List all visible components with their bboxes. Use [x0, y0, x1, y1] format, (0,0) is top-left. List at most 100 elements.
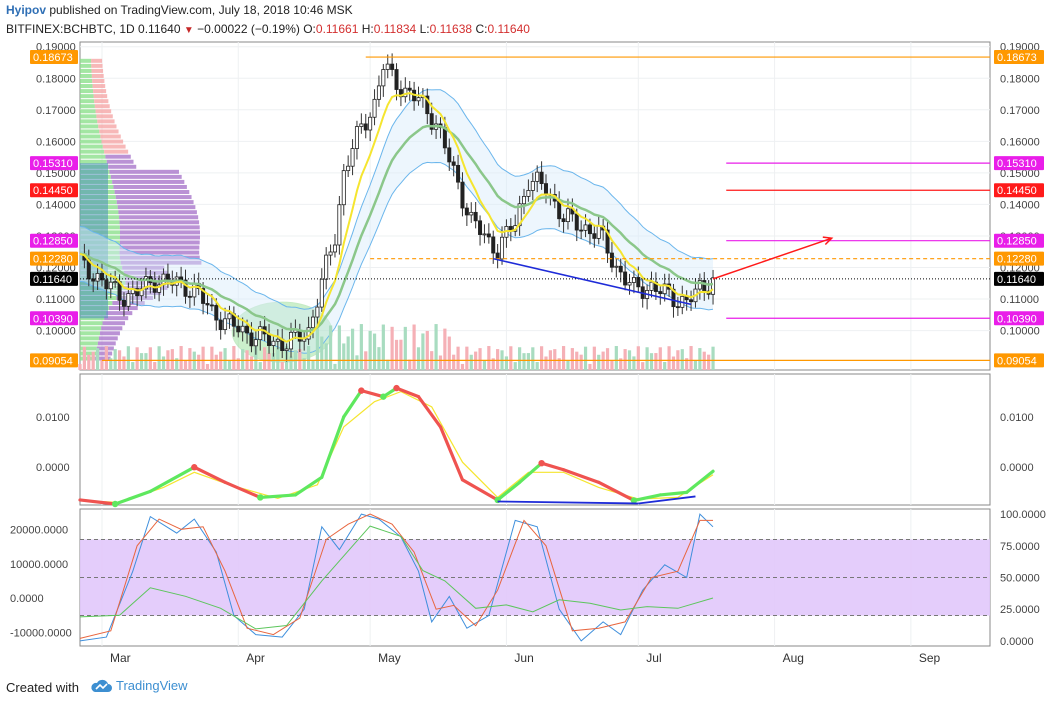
- volume-bar: [95, 109, 112, 114]
- price-label-text: 0.12280: [997, 254, 1037, 266]
- volume-bar: [241, 349, 245, 370]
- volume-bar: [663, 361, 667, 370]
- candle-down: [574, 213, 579, 231]
- price-label-text: 0.11640: [33, 274, 72, 286]
- low-label: L:: [419, 22, 430, 36]
- macd-segment: [416, 395, 443, 429]
- volume-bar: [119, 250, 200, 255]
- volume-bar: [333, 363, 337, 370]
- candle-up: [368, 116, 373, 131]
- chart-area[interactable]: Mar Apr May Jun Jul Aug Sep0.190000.190000.180…: [0, 40, 1057, 672]
- x-tick-label: Sep: [919, 651, 941, 665]
- candle-up: [500, 236, 505, 260]
- candle-up: [530, 180, 535, 191]
- macd-segment: [496, 480, 522, 502]
- candle-up: [596, 225, 601, 239]
- volume-bar: [390, 326, 394, 370]
- candle-down: [543, 183, 548, 195]
- y-tick-label: 0.11000: [1000, 294, 1039, 306]
- author-name[interactable]: Hyipov: [6, 3, 47, 17]
- footer: Created with TradingView: [0, 672, 1057, 704]
- candle-down: [394, 69, 399, 90]
- change-value: −0.00022 (−0.19%): [197, 22, 300, 36]
- volume-bar: [583, 346, 588, 370]
- candle-down: [249, 332, 254, 347]
- volume-bar: [122, 265, 165, 270]
- volume-bar: [438, 355, 443, 370]
- candle-down: [689, 299, 694, 303]
- candle-up: [354, 126, 359, 149]
- candle-down: [636, 277, 641, 288]
- candle-down: [407, 87, 412, 91]
- volume-bar: [99, 331, 120, 336]
- volume-bar: [276, 347, 280, 370]
- volume-bar: [100, 360, 104, 370]
- price-label-text: 0.14450: [997, 185, 1037, 197]
- y-tick-label: 0.14000: [1000, 199, 1040, 211]
- candle-up: [565, 208, 570, 223]
- volume-bar: [693, 360, 698, 370]
- candle-up: [649, 281, 654, 291]
- divergence-trend-line: [493, 257, 692, 306]
- candle-up: [192, 282, 197, 298]
- ema-fast-line: [79, 92, 714, 343]
- price-label-left: [30, 183, 78, 198]
- volume-bar: [91, 63, 103, 68]
- price-label-left: [30, 271, 78, 286]
- tradingview-link[interactable]: TradingView: [90, 678, 188, 693]
- candle-up: [108, 281, 113, 290]
- volume-bar: [119, 245, 200, 250]
- candle-up: [337, 204, 342, 246]
- candle-up: [346, 165, 351, 172]
- volume-bar: [460, 363, 465, 370]
- ema-slow-line: [79, 124, 714, 333]
- candle-down: [658, 291, 663, 295]
- volume-bar: [80, 73, 92, 78]
- candle-down: [557, 200, 562, 220]
- volume-bar: [80, 94, 94, 99]
- volume-bar: [119, 215, 199, 220]
- candle-up: [631, 277, 636, 283]
- macd-segment: [658, 490, 689, 497]
- candle-down: [464, 207, 469, 216]
- candle-down: [135, 288, 140, 297]
- macd-segment: [685, 469, 715, 495]
- volume-bar: [110, 174, 182, 179]
- volume-bar: [80, 129, 100, 134]
- oscillator-line: [79, 525, 714, 630]
- volume-bar: [102, 321, 126, 326]
- y-tick-label: 0.15000: [1000, 168, 1040, 180]
- volume-bar: [175, 358, 179, 370]
- volume-bar: [104, 316, 129, 321]
- volume-bar: [94, 99, 109, 104]
- chart-header: Hyipov published on TradingView.com, Jul…: [0, 0, 1057, 40]
- y-tick-label-left: -10000.0000: [10, 627, 72, 639]
- macd-segment: [342, 389, 363, 419]
- volume-bar: [101, 326, 123, 331]
- volume-bar: [93, 89, 107, 94]
- volume-bar: [119, 235, 200, 240]
- volume-bar: [302, 358, 306, 370]
- volume-bar: [102, 144, 126, 149]
- candle-down: [702, 280, 707, 292]
- volume-bar: [597, 354, 601, 370]
- y-tick-label: 0.18000: [1000, 73, 1040, 85]
- volume-bar: [416, 347, 421, 370]
- volume-bar: [170, 349, 174, 370]
- y-tick-label-left: 0.15000: [36, 168, 76, 180]
- macd-segment: [223, 480, 262, 500]
- volume-bar: [592, 346, 596, 370]
- volume-bar: [258, 362, 262, 370]
- volume-bar: [623, 349, 627, 370]
- volume-bar: [105, 154, 131, 159]
- volume-bar: [97, 341, 116, 346]
- volume-bar: [232, 346, 236, 370]
- volume-bar: [377, 347, 381, 370]
- volume-bar: [80, 321, 103, 326]
- volume-bar: [465, 346, 469, 370]
- volume-bar: [403, 326, 407, 370]
- volume-bar: [188, 348, 192, 370]
- target-arrow-line: [712, 237, 832, 280]
- volume-bar: [698, 348, 702, 370]
- y-tick-label: 0.0000: [1000, 462, 1034, 474]
